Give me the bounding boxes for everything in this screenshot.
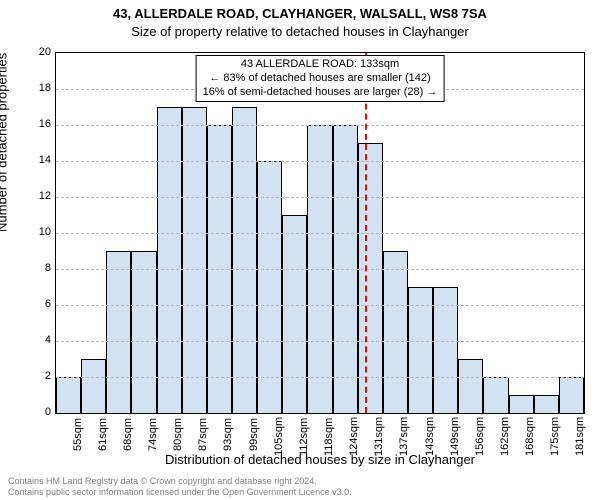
histogram-bar bbox=[358, 143, 383, 413]
histogram-bar bbox=[56, 377, 81, 413]
x-tick-label: 112sqm bbox=[298, 418, 310, 456]
footer-line1: Contains HM Land Registry data © Crown c… bbox=[8, 476, 352, 487]
x-tick-label: 87sqm bbox=[197, 418, 209, 456]
x-tick-label: 68sqm bbox=[122, 418, 134, 456]
annotation-box: 43 ALLERDALE ROAD: 133sqm ← 83% of detac… bbox=[196, 55, 445, 102]
histogram-bar bbox=[131, 251, 156, 413]
y-tick-label: 2 bbox=[27, 370, 51, 382]
grid-line bbox=[56, 197, 584, 199]
marker-line bbox=[365, 53, 369, 413]
histogram-bar bbox=[483, 377, 508, 413]
histogram-bar bbox=[458, 359, 483, 413]
x-tick-label: 93sqm bbox=[222, 418, 234, 456]
x-tick-label: 99sqm bbox=[248, 418, 260, 456]
histogram-bar bbox=[559, 377, 584, 413]
y-axis-label: Number of detached properties bbox=[0, 53, 10, 232]
histogram-bar bbox=[534, 395, 559, 413]
x-axis-label: Distribution of detached houses by size … bbox=[55, 452, 585, 467]
grid-line bbox=[56, 269, 584, 271]
grid-line bbox=[56, 161, 584, 163]
y-tick-label: 0 bbox=[27, 406, 51, 418]
y-tick-label: 16 bbox=[27, 118, 51, 130]
annotation-line2: ← 83% of detached houses are smaller (14… bbox=[203, 72, 438, 86]
page-subtitle: Size of property relative to detached ho… bbox=[0, 24, 600, 39]
x-tick-label: 181sqm bbox=[574, 418, 586, 456]
footer: Contains HM Land Registry data © Crown c… bbox=[8, 476, 352, 498]
y-tick-label: 12 bbox=[27, 190, 51, 202]
x-tick-label: 124sqm bbox=[348, 418, 360, 456]
x-tick-label: 74sqm bbox=[147, 418, 159, 456]
grid-line bbox=[56, 233, 584, 235]
y-tick-label: 8 bbox=[27, 262, 51, 274]
grid-line bbox=[56, 125, 584, 127]
annotation-line3: 16% of semi-detached houses are larger (… bbox=[203, 86, 438, 100]
y-tick-label: 18 bbox=[27, 82, 51, 94]
x-tick-label: 168sqm bbox=[524, 418, 536, 456]
y-tick-label: 20 bbox=[27, 46, 51, 58]
x-tick-label: 137sqm bbox=[398, 418, 410, 456]
page-title: 43, ALLERDALE ROAD, CLAYHANGER, WALSALL,… bbox=[0, 6, 600, 21]
footer-line2: Contains public sector information licen… bbox=[8, 487, 352, 498]
x-tick-label: 55sqm bbox=[72, 418, 84, 456]
x-tick-label: 143sqm bbox=[424, 418, 436, 456]
histogram-bar bbox=[182, 107, 207, 413]
x-tick-label: 105sqm bbox=[273, 418, 285, 456]
x-tick-label: 80sqm bbox=[172, 418, 184, 456]
histogram-bar bbox=[509, 395, 534, 413]
histogram-bar bbox=[383, 251, 408, 413]
histogram-bar bbox=[157, 107, 182, 413]
histogram-bar bbox=[232, 107, 257, 413]
histogram-bar bbox=[282, 215, 307, 413]
y-tick-label: 14 bbox=[27, 154, 51, 166]
histogram-bar bbox=[106, 251, 131, 413]
x-tick-label: 61sqm bbox=[97, 418, 109, 456]
x-tick-label: 131sqm bbox=[373, 418, 385, 456]
x-tick-label: 156sqm bbox=[474, 418, 486, 456]
annotation-line1: 43 ALLERDALE ROAD: 133sqm bbox=[203, 58, 438, 72]
x-tick-label: 162sqm bbox=[499, 418, 511, 456]
histogram-plot: 43 ALLERDALE ROAD: 133sqm ← 83% of detac… bbox=[55, 52, 585, 414]
y-tick-label: 4 bbox=[27, 334, 51, 346]
grid-line bbox=[56, 305, 584, 307]
y-tick-label: 10 bbox=[27, 226, 51, 238]
x-tick-label: 118sqm bbox=[323, 418, 335, 456]
grid-line bbox=[56, 341, 584, 343]
grid-line bbox=[56, 377, 584, 379]
x-tick-label: 149sqm bbox=[449, 418, 461, 456]
histogram-bar bbox=[81, 359, 106, 413]
y-tick-label: 6 bbox=[27, 298, 51, 310]
x-tick-label: 175sqm bbox=[549, 418, 561, 456]
